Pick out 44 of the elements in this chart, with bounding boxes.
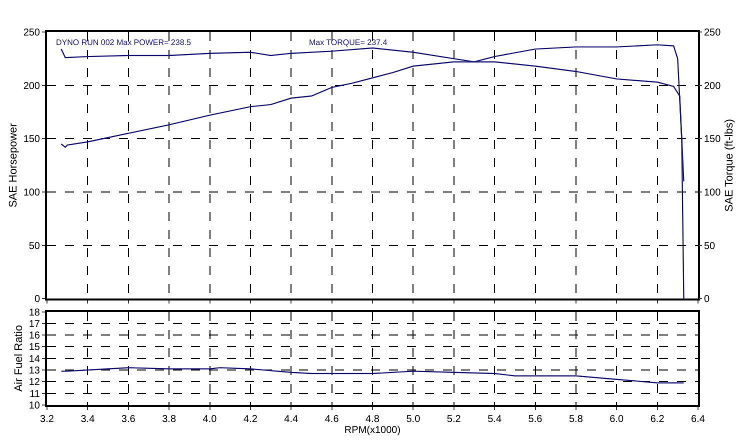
x-tick-label: 6.2 xyxy=(650,414,665,425)
y-tick-label: 10 xyxy=(28,400,40,412)
y-tick-label: 13 xyxy=(28,366,40,377)
x-tick-label: 4.2 xyxy=(243,414,258,425)
x-tick-label: 4.4 xyxy=(284,414,299,425)
y-tick-label: 16 xyxy=(28,330,40,342)
y-tick-label: 50 xyxy=(28,240,40,252)
x-tick-label: 3.4 xyxy=(80,414,96,425)
x-tick-label: 5.0 xyxy=(406,414,421,425)
y-tick-label: 11 xyxy=(30,388,40,400)
x-tick-label: 5.8 xyxy=(568,414,584,425)
x-tick-label: 6.0 xyxy=(610,414,624,425)
y-axis-title: SAE Horsepower xyxy=(7,122,20,208)
x-tick-label: 4.0 xyxy=(202,414,218,425)
y-tick-label: 18 xyxy=(28,307,40,318)
y-tick-label: 15 xyxy=(28,342,40,354)
x-tick-label: 3.6 xyxy=(121,414,136,425)
x-tick-label: 4.6 xyxy=(324,414,340,425)
y-tick-label: 14 xyxy=(28,354,40,365)
annotation: DYNO RUN 002 Max POWER= 238.5 xyxy=(56,38,192,47)
y2-axis-title: SAE Torque (ft-lbs) xyxy=(723,118,736,212)
y-tick-label: 250 xyxy=(23,28,40,38)
x-tick-label: 4.8 xyxy=(366,414,380,425)
x-tick-label: 3.8 xyxy=(162,414,176,425)
y-tick-label: 0 xyxy=(34,294,40,306)
y-tick-label: 150 xyxy=(23,134,40,146)
y-tick-label: 200 xyxy=(23,80,40,92)
y-tick-label: 100 xyxy=(23,188,40,199)
x-tick-label: 5.6 xyxy=(528,414,543,425)
y2-tick-label: 200 xyxy=(704,80,722,92)
x-tick-label: 5.2 xyxy=(446,414,462,425)
x-axis-title: RPM(x1000) xyxy=(344,425,401,436)
y2-tick-label: 50 xyxy=(704,240,716,252)
y2-tick-label: 150 xyxy=(704,134,722,146)
x-tick-label: 6.4 xyxy=(691,414,706,425)
x-tick-label: 5.4 xyxy=(488,414,502,425)
y2-tick-label: 100 xyxy=(704,188,722,199)
x-tick-label: 3.2 xyxy=(40,414,54,425)
y-tick-label: 17 xyxy=(28,318,40,330)
annotation: Max TORQUE= 237.4 xyxy=(309,38,388,47)
y-tick-label: 12 xyxy=(28,377,40,388)
y2-tick-label: 250 xyxy=(704,28,722,38)
y2-tick-label: 0 xyxy=(704,294,710,306)
y-axis-title: Air Fuel Ratio xyxy=(13,325,26,392)
